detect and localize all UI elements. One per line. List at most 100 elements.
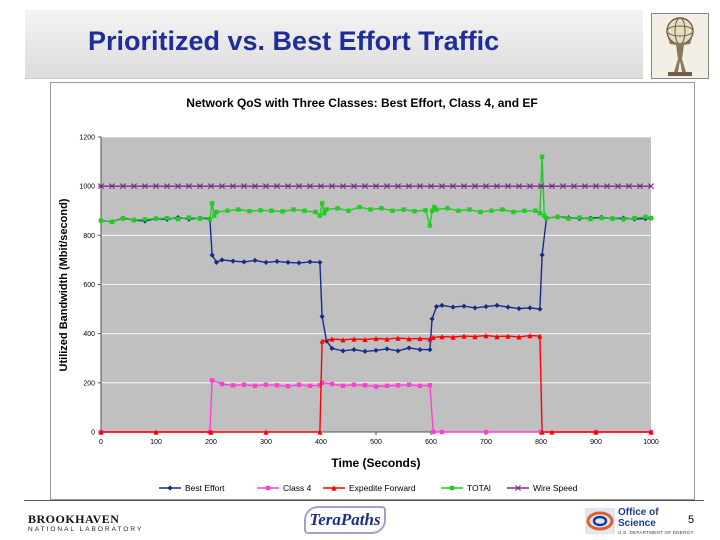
data-point-class-4 — [373, 384, 379, 389]
data-point-expedite-forward — [329, 336, 335, 342]
legend-label-class-4: Class 4 — [283, 483, 312, 493]
data-point-expedite-forward — [430, 334, 436, 340]
x-tick-label-0: 0 — [99, 439, 103, 446]
data-point-total — [434, 207, 439, 212]
legend-label-wire-speed: Wire Speed — [533, 483, 578, 493]
data-point-total — [236, 207, 241, 212]
data-point-class-4 — [351, 382, 357, 387]
data-point-wire-speed — [505, 183, 511, 190]
x-tick-label-5: 500 — [370, 439, 382, 446]
data-point-total — [566, 216, 571, 221]
data-point-total — [522, 208, 527, 213]
data-point-expedite-forward — [461, 333, 467, 339]
legend-item-total: TOTAl — [441, 483, 491, 493]
data-point-expedite-forward — [263, 429, 269, 435]
data-point-wire-speed — [417, 183, 423, 190]
doe-swirl-icon — [585, 508, 615, 534]
data-point-total — [390, 208, 395, 213]
data-point-wire-speed — [230, 183, 236, 190]
data-point-wire-speed — [351, 183, 357, 190]
data-point-total — [142, 217, 148, 222]
data-point-expedite-forward — [395, 335, 401, 341]
data-point-wire-speed — [164, 183, 170, 190]
data-point-total — [577, 215, 582, 220]
x-tick-label-3: 300 — [260, 439, 272, 446]
data-point-total — [98, 218, 104, 223]
data-point-class-4 — [317, 383, 323, 388]
data-point-expedite-forward — [373, 335, 379, 342]
data-point-wire-speed — [384, 183, 390, 190]
legend-item-best-effort: Best Effort — [159, 483, 225, 493]
data-point-total — [207, 217, 213, 222]
legend-label-expedite-forward: Expedite Forward — [349, 483, 416, 493]
y-tick-label-4: 800 — [83, 233, 95, 240]
data-point-best-effort — [373, 347, 379, 353]
data-point-best-effort — [427, 347, 433, 353]
chart-frame: Network QoS with Three Classes: Best Eff… — [50, 82, 695, 500]
y-tick-label-2: 400 — [83, 331, 95, 338]
data-point-total — [533, 208, 538, 213]
data-point-total — [153, 216, 159, 221]
data-point-class-4 — [483, 429, 489, 435]
data-point-class-4 — [285, 384, 291, 389]
legend-marker-wire-speed — [515, 485, 521, 491]
data-point-total — [632, 215, 637, 221]
terapaths-logo: TeraPaths — [304, 506, 386, 534]
data-point-total — [131, 217, 137, 223]
atlas-statue-icon — [666, 17, 694, 76]
data-point-best-effort — [329, 345, 335, 352]
data-point-total — [186, 215, 192, 220]
data-point-expedite-forward — [351, 336, 357, 342]
data-point-wire-speed — [549, 183, 555, 190]
data-point-best-effort — [516, 305, 522, 312]
data-point-total — [544, 215, 549, 221]
data-point-total — [164, 215, 170, 221]
data-point-total — [120, 216, 126, 221]
data-point-expedite-forward — [340, 337, 346, 343]
data-point-class-4 — [263, 382, 269, 387]
brookhaven-logo: BROOKHAVEN — [28, 512, 120, 526]
data-point-expedite-forward — [384, 336, 390, 342]
data-point-class-4 — [329, 381, 335, 387]
legend-marker-class-4 — [265, 485, 271, 491]
data-point-total — [324, 207, 329, 212]
data-point-total — [643, 214, 648, 220]
data-point-expedite-forward — [362, 336, 368, 343]
data-point-best-effort — [296, 260, 302, 266]
office-of-science-line2: Science — [618, 518, 656, 529]
data-point-expedite-forward — [439, 334, 445, 340]
data-point-wire-speed — [186, 183, 192, 190]
data-point-wire-speed — [142, 183, 148, 190]
data-point-class-4 — [252, 383, 258, 388]
x-tick-label-10: 1000 — [643, 439, 659, 446]
data-point-wire-speed — [109, 183, 115, 190]
data-point-wire-speed — [197, 183, 203, 190]
data-point-total — [429, 208, 435, 213]
data-point-wire-speed — [252, 183, 258, 190]
data-point-class-4 — [241, 382, 247, 387]
data-point-class-4 — [230, 383, 236, 388]
data-point-class-4 — [431, 429, 436, 435]
brookhaven-logo-subtitle: NATIONAL LABORATORY — [28, 526, 144, 533]
data-point-total — [621, 217, 626, 222]
data-point-expedite-forward — [472, 334, 478, 340]
data-point-expedite-forward — [527, 333, 533, 339]
data-point-expedite-forward — [417, 335, 423, 342]
data-point-wire-speed — [428, 183, 434, 190]
data-point-wire-speed — [131, 183, 137, 190]
legend-item-expedite-forward: Expedite Forward — [323, 483, 416, 493]
y-tick-label-6: 1200 — [79, 135, 95, 142]
office-of-science-line1: Office of — [618, 507, 659, 518]
office-of-science-logo: Office of Science — [618, 507, 678, 529]
data-point-wire-speed — [175, 183, 181, 190]
data-point-class-4 — [362, 383, 368, 388]
data-point-best-effort — [362, 348, 368, 354]
data-point-wire-speed — [208, 183, 214, 190]
slide-title: Prioritized vs. Best Effort Traffic — [88, 26, 500, 56]
data-point-expedite-forward — [319, 338, 325, 344]
data-point-total — [319, 201, 325, 206]
data-point-wire-speed — [307, 183, 313, 190]
data-point-expedite-forward — [539, 429, 545, 435]
data-point-best-effort — [252, 257, 258, 264]
atlas-logo — [651, 13, 709, 79]
